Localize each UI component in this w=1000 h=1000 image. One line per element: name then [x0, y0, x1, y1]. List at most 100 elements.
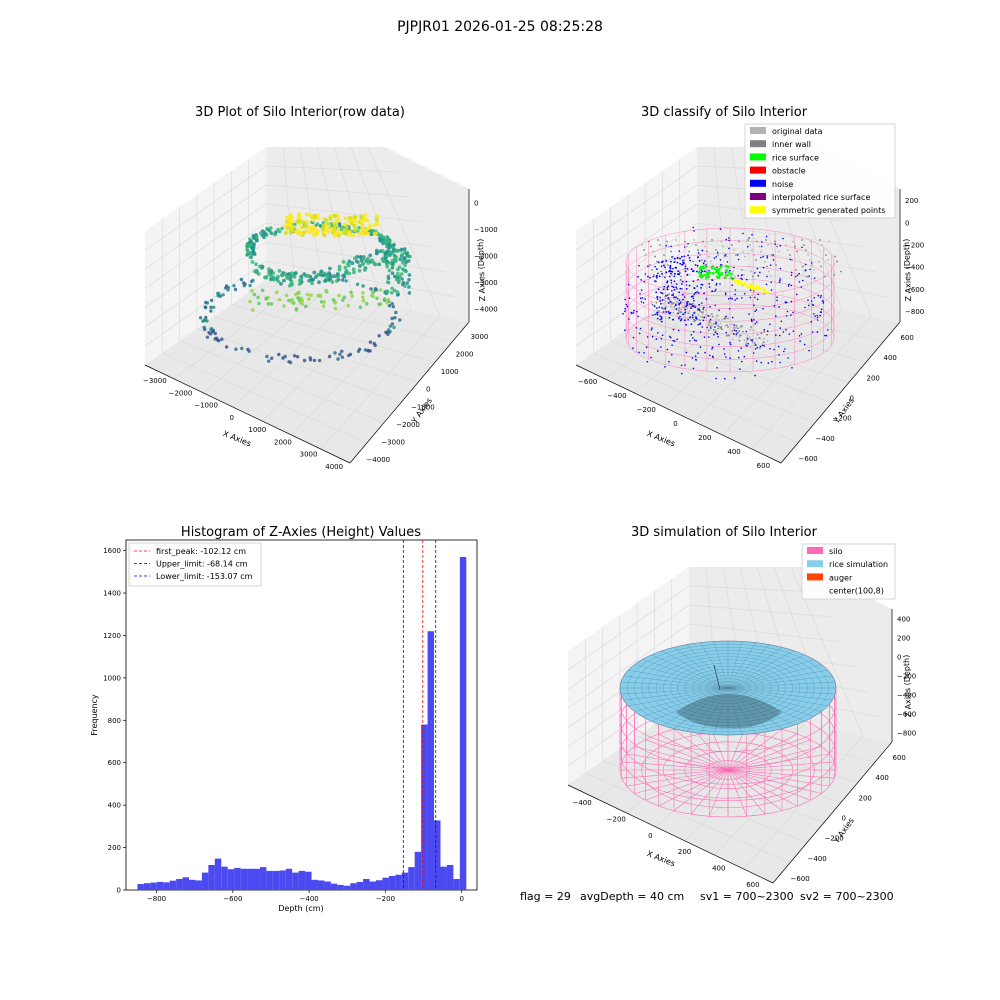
classify-point-noise [786, 310, 789, 313]
raw-point [304, 224, 309, 229]
raw-point [365, 301, 369, 306]
raw-point [333, 230, 338, 235]
classify-point-noise [715, 284, 718, 286]
classify-point-noise [692, 280, 695, 283]
raw-point [387, 243, 392, 247]
y-axis-line [349, 321, 470, 464]
classify-point-inner-wall [714, 318, 717, 320]
raw-point [201, 319, 205, 323]
raw-point [239, 277, 244, 282]
classify-point-noise [646, 360, 649, 363]
raw-point [373, 262, 378, 267]
classify-point-original [650, 245, 652, 248]
classify-point-original [760, 250, 762, 253]
classify-point-noise [689, 340, 691, 342]
classify-point-noise [672, 267, 674, 270]
classify-point-noise [747, 338, 749, 340]
raw-y-tick-label: −4000 [366, 456, 390, 464]
legend-label: center(100,8) [829, 587, 884, 596]
classify-point-original [668, 245, 670, 248]
classify-point-inner-wall [700, 311, 702, 313]
histogram-bar [137, 884, 144, 890]
rice-mesh-spoke [651, 654, 729, 689]
classify-point-rice-surface [701, 274, 705, 278]
classify-point-noise [745, 330, 748, 333]
status-sv1: sv1 = 700~2300 [700, 890, 794, 903]
raw-point [287, 298, 291, 303]
legend-label: original data [772, 127, 823, 136]
raw-point [375, 250, 380, 255]
classify-point-inner-wall [751, 340, 754, 343]
classify-point-noise [693, 293, 696, 296]
classify-point-inner-wall [678, 307, 681, 310]
classify-point-inner-wall [663, 296, 666, 298]
classify-point-noise [694, 291, 697, 294]
raw-point [402, 268, 407, 273]
classify-point-noise [690, 323, 693, 326]
raw-point [276, 279, 281, 284]
raw-plot-title: 3D Plot of Silo Interior(row data) [195, 105, 405, 120]
classify-point-noise [711, 348, 713, 350]
raw-point [267, 267, 271, 272]
classify-point-noise [627, 283, 630, 286]
classify-point-inner-wall [763, 341, 765, 344]
raw-point [336, 226, 341, 231]
histogram-y-tick-label: 1400 [103, 590, 121, 598]
classify-point-inner-wall [720, 326, 723, 328]
classify-point-noise [737, 258, 740, 261]
raw-point [355, 254, 360, 259]
raw-point [336, 357, 340, 361]
classify-point-inner-wall [675, 313, 678, 316]
raw-point [386, 298, 391, 302]
raw-x-tick-label: 1000 [248, 426, 266, 434]
raw-point [351, 267, 356, 272]
silo-floor-spoke [658, 733, 729, 771]
legend-label: interpolated rice surface [772, 193, 870, 202]
histogram-bar [272, 870, 280, 890]
grid-line [350, 146, 412, 311]
legend-swatch [807, 573, 823, 581]
silo-floor-spoke [621, 769, 729, 779]
classify-point-noise [790, 284, 792, 287]
classify-point-noise [670, 260, 672, 263]
classify-point-noise [640, 289, 643, 291]
classify-x-tick-label: −600 [578, 378, 597, 386]
classify-y-tick-label: 600 [901, 334, 914, 342]
raw-point [401, 260, 405, 265]
classify-point-noise [661, 299, 664, 301]
classify-point-symmetric [755, 285, 758, 289]
classify-point-noise [778, 354, 780, 356]
classify-point-noise [729, 357, 731, 359]
raw-point [385, 265, 390, 269]
raw-point [265, 354, 269, 359]
classify-point-noise [723, 348, 725, 350]
classify-point-inner-wall [724, 317, 727, 320]
classify-point-noise [680, 283, 683, 285]
classify-point-noise [707, 314, 710, 317]
classify-point-original [766, 265, 768, 268]
histogram-y-axis-label: Frequency [90, 694, 99, 736]
classify-point-original [764, 260, 766, 263]
simulation-x-tick-label: 200 [678, 848, 691, 856]
rice-mesh-spoke [727, 687, 833, 701]
raw-point [286, 214, 291, 219]
classify-point-noise [816, 319, 819, 321]
classify-point-noise [697, 352, 699, 355]
classify-point-noise [643, 352, 645, 354]
histogram-bars [137, 556, 467, 890]
classify-point-noise [733, 324, 735, 326]
classify-point-noise [783, 350, 785, 353]
classify-point-inner-wall [752, 329, 755, 332]
classify-point-inner-wall [665, 305, 668, 308]
classify-point-noise [790, 300, 793, 303]
histogram-bar [150, 882, 157, 890]
classify-point-noise [751, 233, 753, 236]
classify-plot-title: 3D classify of Silo Interior [641, 105, 808, 120]
raw-point [390, 261, 395, 266]
classify-point-inner-wall [758, 337, 761, 339]
classify-point-noise [703, 260, 706, 262]
classify-point-noise [792, 330, 795, 333]
classify-point-noise [728, 239, 730, 242]
histogram-y-tick-label: 400 [108, 802, 121, 810]
classify-point-noise [754, 348, 757, 350]
